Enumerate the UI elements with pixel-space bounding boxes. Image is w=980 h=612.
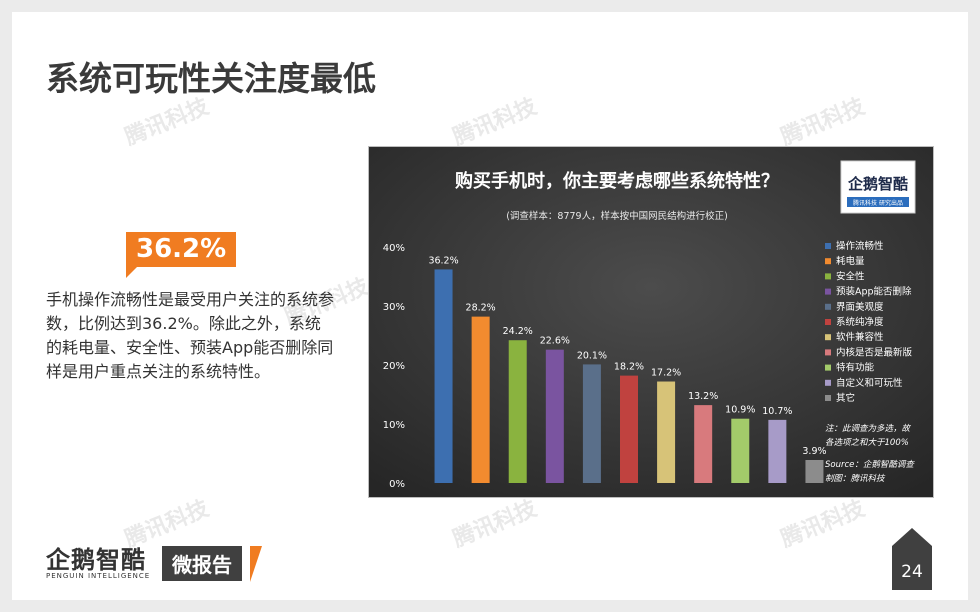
watermark: 腾讯科技 bbox=[449, 94, 541, 151]
watermark: 腾讯科技 bbox=[777, 94, 869, 151]
legend-swatch bbox=[825, 334, 831, 341]
bar-chart: 购买手机时，你主要考虑哪些系统特性？ (调查样本：8779人，样本按中国网民结构进… bbox=[369, 147, 933, 497]
legend-swatch bbox=[825, 395, 831, 401]
bar-value-label: 10.9% bbox=[725, 405, 755, 416]
legend-swatch bbox=[825, 379, 831, 386]
chart-logo-strip bbox=[847, 197, 909, 207]
bar-7 bbox=[657, 381, 676, 483]
bar-value-label: 22.6% bbox=[540, 336, 570, 347]
report-accent bbox=[250, 546, 262, 582]
bar-10 bbox=[768, 419, 787, 483]
chart-note: 各选项之和大于100% bbox=[825, 437, 909, 448]
chart-logo-name: 企鹅智酷 bbox=[847, 175, 908, 193]
bar-value-label: 24.2% bbox=[503, 326, 533, 337]
bar-6 bbox=[620, 375, 638, 483]
legend-swatch bbox=[825, 303, 831, 310]
bar-9 bbox=[731, 418, 750, 483]
y-tick-label: 0% bbox=[389, 479, 405, 490]
bar-5 bbox=[582, 364, 601, 483]
bar-value-label: 20.1% bbox=[577, 350, 607, 361]
chart-title: 购买手机时，你主要考虑哪些系统特性？ bbox=[455, 170, 779, 192]
legend-label: 软件兼容性 bbox=[836, 331, 884, 343]
legend-label: 界面美观度 bbox=[836, 301, 884, 313]
legend-swatch bbox=[825, 349, 831, 356]
logo-subtitle: PENGUIN INTELLIGENCE bbox=[46, 572, 151, 580]
chart-source: Source：企鹅智酷调查 bbox=[825, 459, 915, 470]
bar-8 bbox=[694, 405, 713, 483]
legend-label: 耗电量 bbox=[836, 255, 865, 267]
chart-maker: 制图：腾讯科技 bbox=[825, 473, 886, 484]
y-tick-label: 20% bbox=[383, 361, 405, 372]
legend-label: 系统纯净度 bbox=[836, 316, 884, 328]
chart-logo-sub: 腾讯科技 研究出品 bbox=[853, 199, 903, 207]
chart-frame: 购买手机时，你主要考虑哪些系统特性？ (调查样本：8779人，样本按中国网民结构进… bbox=[368, 146, 934, 498]
chart-subtitle: (调查样本：8779人，样本按中国网民结构进行校正) bbox=[506, 210, 728, 222]
penguin-logo: 企鹅智酷 PENGUIN INTELLIGENCE bbox=[46, 540, 206, 580]
legend-swatch bbox=[825, 319, 831, 325]
report-label: 微报告 bbox=[162, 546, 242, 581]
legend-label: 特有功能 bbox=[836, 362, 875, 374]
legend-label: 安全性 bbox=[836, 270, 865, 282]
highlight-badge: 36.2% bbox=[126, 232, 237, 267]
bar-value-label: 28.2% bbox=[466, 303, 496, 314]
legend-label: 预装App能否删除 bbox=[836, 286, 912, 298]
legend-swatch bbox=[825, 364, 831, 371]
bar-value-label: 13.2% bbox=[688, 391, 718, 402]
bar-value-label: 36.2% bbox=[428, 255, 458, 266]
bar-1 bbox=[434, 269, 453, 483]
badge-tail bbox=[126, 266, 138, 278]
bar-4 bbox=[545, 349, 564, 483]
bar-value-label: 18.2% bbox=[614, 362, 644, 373]
bar-value-label: 3.9% bbox=[802, 446, 826, 457]
y-tick-label: 40% bbox=[383, 243, 405, 254]
y-tick-label: 10% bbox=[383, 420, 405, 431]
bar-2 bbox=[471, 316, 490, 483]
bar-value-label: 17.2% bbox=[651, 368, 681, 379]
legend-swatch bbox=[825, 243, 831, 249]
legend-label: 操作流畅性 bbox=[836, 240, 884, 252]
page-number: 24 bbox=[892, 528, 932, 590]
legend-label: 自定义和可玩性 bbox=[836, 377, 903, 389]
bar-value-label: 10.7% bbox=[762, 406, 792, 417]
bar-11 bbox=[805, 459, 824, 483]
page-title: 系统可玩性关注度最低 bbox=[46, 59, 376, 98]
summary-text: 手机操作流畅性是最受用户关注的系统参数，比例达到36.2%。除此之外，系统的耗电… bbox=[46, 290, 335, 381]
slide: 腾讯科技 腾讯科技 腾讯科技 腾讯科技 腾讯科技 腾讯科技 腾讯科技 系统可玩性… bbox=[12, 12, 968, 600]
legend-swatch bbox=[825, 258, 831, 265]
chart-note: 注：此调查为多选，故 bbox=[825, 423, 912, 434]
legend-label: 其它 bbox=[836, 392, 855, 404]
legend-swatch bbox=[825, 288, 831, 295]
bar-3 bbox=[508, 340, 527, 483]
y-tick-label: 30% bbox=[383, 302, 405, 313]
chart-background bbox=[369, 147, 933, 497]
watermark: 腾讯科技 bbox=[449, 496, 541, 553]
logo-text: 企鹅智酷 bbox=[46, 546, 146, 574]
watermark: 腾讯科技 bbox=[777, 496, 869, 553]
legend-swatch bbox=[825, 273, 831, 280]
legend-label: 内核是否是最新版 bbox=[836, 346, 913, 358]
